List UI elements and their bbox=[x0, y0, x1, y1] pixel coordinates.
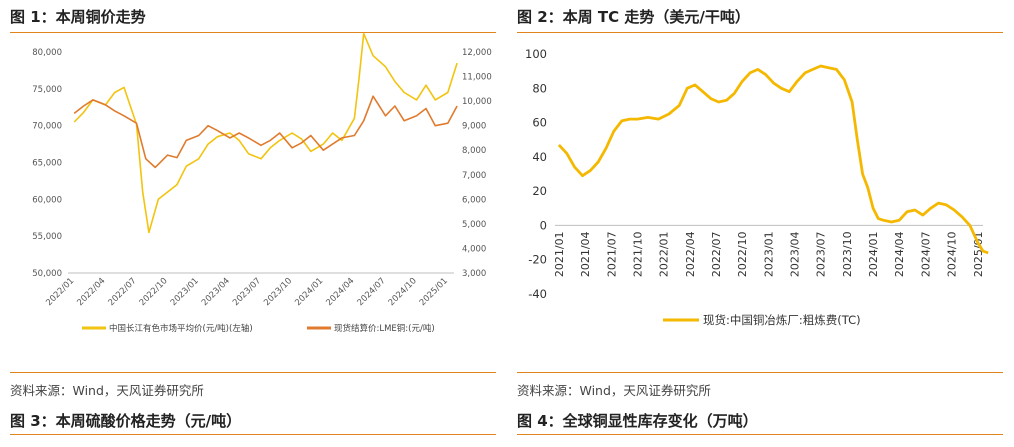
y-tick-label: 100 bbox=[525, 47, 547, 61]
x-tick-label: 2024/07 bbox=[919, 231, 932, 277]
x-tick-label: 2021/10 bbox=[631, 231, 644, 277]
bottom-title-rule bbox=[517, 434, 1003, 435]
y-right-tick-label: 11,000 bbox=[462, 73, 492, 83]
figure-2-source: 资料来源：Wind，天风证券研究所 bbox=[517, 383, 711, 398]
x-tick-label: 2024/10 bbox=[387, 276, 419, 308]
x-tick-label: 2023/07 bbox=[815, 231, 828, 277]
y-right-tick-label: 9,000 bbox=[462, 122, 486, 132]
x-tick-label: 2023/07 bbox=[231, 276, 263, 308]
y-tick-label: 20 bbox=[532, 184, 547, 198]
x-tick-label: 2023/04 bbox=[789, 231, 802, 277]
bottom-title-rule bbox=[10, 434, 496, 435]
y-right-tick-label: 4,000 bbox=[462, 244, 486, 254]
y-tick-label: 40 bbox=[532, 150, 547, 164]
x-tick-label: 2024/01 bbox=[867, 231, 880, 277]
x-tick-label: 2024/10 bbox=[946, 231, 959, 277]
x-tick-label: 2022/04 bbox=[684, 231, 697, 277]
x-tick-label: 2022/01 bbox=[44, 276, 76, 308]
y-left-tick-label: 50,000 bbox=[32, 269, 62, 279]
y-left-tick-label: 75,000 bbox=[32, 85, 62, 95]
series-line-changjiang bbox=[73, 32, 458, 234]
x-tick-label: 2022/07 bbox=[710, 231, 723, 277]
x-tick-label: 2024/07 bbox=[356, 276, 388, 308]
copper-price-chart: 50,000 55,000 60,000 65,000 70,000 75,000 80,0… bbox=[32, 32, 492, 334]
y-tick-label: 60 bbox=[532, 116, 547, 130]
x-tick-label: 2021/07 bbox=[605, 231, 618, 277]
y-right-tick-label: 5,000 bbox=[462, 220, 486, 230]
figure-1-source: 资料来源：Wind，天风证券研究所 bbox=[10, 383, 204, 398]
x-tick-label: 2024/01 bbox=[293, 276, 325, 308]
x-tick-label: 2025/01 bbox=[418, 276, 450, 308]
figure-1-title: 图 1：本周铜价走势 bbox=[10, 8, 146, 26]
title-rule bbox=[10, 32, 496, 33]
y-tick-label: 0 bbox=[540, 218, 547, 232]
y-left-tick-label: 80,000 bbox=[32, 48, 62, 58]
y-left-tick-label: 70,000 bbox=[32, 122, 62, 132]
y-tick-label: 80 bbox=[532, 81, 547, 95]
x-tick-label: 2023/04 bbox=[200, 276, 232, 308]
x-tick-label: 2025/01 bbox=[972, 231, 985, 277]
x-tick-label: 2024/04 bbox=[324, 276, 356, 308]
figure-2-title: 图 2：本周 TC 走势（美元/干吨） bbox=[517, 8, 750, 26]
x-tick-label: 2022/04 bbox=[75, 276, 107, 308]
x-tick-label: 2023/10 bbox=[262, 276, 294, 308]
x-tick-label: 2021/04 bbox=[579, 231, 592, 277]
x-tick-label: 2024/04 bbox=[893, 231, 906, 277]
title-rule bbox=[517, 32, 1003, 33]
y-tick-label: -20 bbox=[528, 253, 547, 267]
y-right-tick-label: 3,000 bbox=[462, 269, 486, 279]
source-rule bbox=[517, 372, 1003, 373]
legend-label: 现货:中国铜冶炼厂:粗炼费(TC) bbox=[703, 313, 861, 327]
y-right-tick-label: 7,000 bbox=[462, 171, 486, 181]
x-tick-label: 2021/01 bbox=[553, 231, 566, 277]
x-tick-label: 2023/10 bbox=[841, 231, 854, 277]
x-tick-label: 2022/01 bbox=[658, 231, 671, 277]
x-tick-label: 2023/01 bbox=[169, 276, 201, 308]
x-tick-label: 2023/01 bbox=[762, 231, 775, 277]
series-line-tc bbox=[557, 64, 989, 255]
y-left-tick-label: 55,000 bbox=[32, 232, 62, 242]
y-right-tick-label: 12,000 bbox=[462, 48, 492, 58]
y-right-tick-label: 10,000 bbox=[462, 97, 492, 107]
x-tick-label: 2022/10 bbox=[138, 276, 170, 308]
y-tick-label: -40 bbox=[528, 287, 547, 301]
x-tick-label: 2022/07 bbox=[107, 276, 139, 308]
figure-2-panel: 图 2：本周 TC 走势（美元/干吨） -40 -20 0 20 40 60 80 100 20… bbox=[517, 0, 1007, 447]
y-left-tick-label: 65,000 bbox=[32, 159, 62, 169]
x-tick-label: 2022/10 bbox=[736, 231, 749, 277]
y-right-tick-label: 6,000 bbox=[462, 195, 486, 205]
series-line-lme bbox=[73, 95, 458, 169]
tc-chart: -40 -20 0 20 40 60 80 100 2021/01 2021/04 2021/07 2… bbox=[525, 47, 989, 327]
source-rule bbox=[10, 372, 496, 373]
figure-4-title: 图 4：全球铜显性库存变化（万吨） bbox=[517, 412, 758, 430]
y-right-tick-label: 8,000 bbox=[462, 146, 486, 156]
legend-label: 中国长江有色市场平均价(元/吨)(左轴) bbox=[109, 323, 253, 334]
figure-1-panel: 图 1：本周铜价走势 50,000 55,000 60,000 65,000 70,00… bbox=[10, 0, 500, 447]
y-left-tick-label: 60,000 bbox=[32, 195, 62, 205]
figure-3-title: 图 3：本周硫酸价格走势（元/吨） bbox=[10, 412, 242, 430]
legend-label: 现货结算价:LME铜:(元/吨) bbox=[334, 323, 435, 334]
